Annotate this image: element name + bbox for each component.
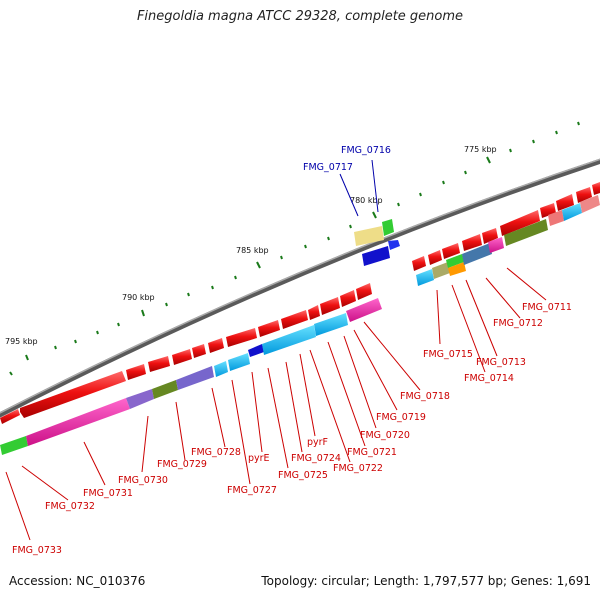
genome-backbone: [0, 158, 600, 418]
gene-label-fmg-0722: FMG_0722: [333, 463, 383, 474]
gene-label-fmg-0729: FMG_0729: [157, 459, 207, 470]
gene-label-pyre: pyrE: [248, 453, 270, 464]
gene-label-fmg-0733: FMG_0733: [12, 545, 62, 556]
gene-label-fmg-0716: FMG_0716: [341, 145, 391, 156]
gene-label-fmg-0719: FMG_0719: [376, 412, 426, 423]
gene-label-fmg-0713: FMG_0713: [476, 357, 526, 368]
gene-label-fmg-0725: FMG_0725: [278, 470, 328, 481]
gene-label-fmg-0728: FMG_0728: [191, 447, 241, 458]
gene-label-fmg-0715: FMG_0715: [423, 349, 473, 360]
gene-label-fmg-0720: FMG_0720: [360, 430, 410, 441]
gene-label-pyrf: pyrF: [307, 437, 328, 448]
scale-ticks: [9, 121, 580, 376]
reverse-strand-genes[interactable]: [0, 195, 600, 455]
gene-label-fmg-0732: FMG_0732: [45, 501, 95, 512]
gene-label-fmg-0712: FMG_0712: [493, 318, 543, 329]
scale-label-775: 775 kbp: [464, 145, 497, 154]
gene-label-fmg-0724: FMG_0724: [291, 453, 341, 464]
gene-label-fmg-0721: FMG_0721: [347, 447, 397, 458]
accession-label: Accession: NC_010376: [9, 574, 146, 588]
forward-strand-genes[interactable]: [0, 182, 600, 424]
map-title: Finegoldia magna ATCC 29328, complete ge…: [136, 9, 464, 24]
scale-label-795: 795 kbp: [5, 337, 38, 346]
topology-label: Topology: circular; Length: 1,797,577 bp…: [261, 574, 591, 588]
gene-label-fmg-0731: FMG_0731: [83, 488, 133, 499]
isolated-genes[interactable]: [354, 219, 400, 266]
scale-label-780: 780 kbp: [350, 196, 383, 205]
gene-label-fmg-0727: FMG_0727: [227, 485, 277, 496]
gene-label-fmg-0718: FMG_0718: [400, 391, 450, 402]
leader-lines: [5, 267, 547, 541]
scale-label-785: 785 kbp: [236, 246, 269, 255]
gene-label-fmg-0717: FMG_0717: [303, 162, 353, 173]
gene-label-fmg-0711: FMG_0711: [522, 302, 572, 313]
gene-label-fmg-0730: FMG_0730: [118, 475, 168, 486]
scale-label-790: 790 kbp: [122, 293, 155, 302]
gene-label-fmg-0714: FMG_0714: [464, 373, 514, 384]
